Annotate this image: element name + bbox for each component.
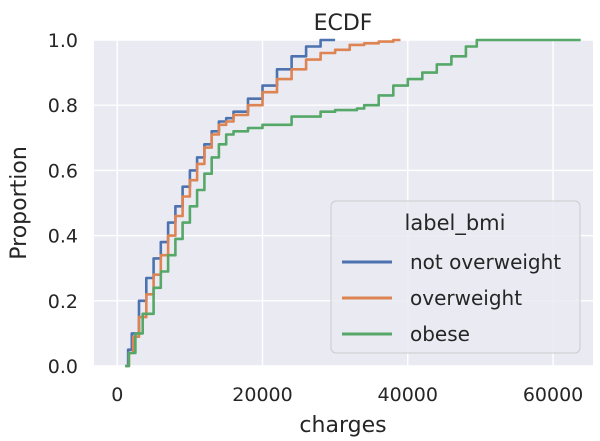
legend-label: obese [410,322,470,346]
y-tick-label: 0.2 [48,291,78,313]
legend-label: not overweight [410,250,561,274]
y-tick-label: 1.0 [48,30,78,52]
legend: label_bmi not overweight overweight obese [330,200,581,354]
series-line-obese [125,38,581,368]
x-tick-label: 60000 [523,384,583,406]
y-ticks: 0.0 0.2 0.4 0.6 0.8 1.0 [48,30,78,378]
series-line-not-overweight [125,38,336,368]
y-tick-label: 0.6 [48,160,78,182]
y-tick-label: 0.4 [48,226,78,248]
legend-label: overweight [410,286,522,310]
series-lines [125,38,581,368]
legend-items: not overweight overweight obese [342,250,561,346]
legend-title: label_bmi [405,211,506,236]
x-tick-label: 0 [111,384,123,406]
y-tick-label: 0.0 [48,356,78,378]
x-tick-label: 20000 [232,384,292,406]
y-tick-label: 0.8 [48,95,78,117]
x-ticks: 0 20000 40000 60000 [111,384,583,406]
y-axis-label: Proportion [7,146,32,260]
x-tick-label: 40000 [378,384,438,406]
legend-box [330,200,581,354]
chart-title: ECDF [314,11,373,36]
x-axis-label: charges [299,413,386,438]
